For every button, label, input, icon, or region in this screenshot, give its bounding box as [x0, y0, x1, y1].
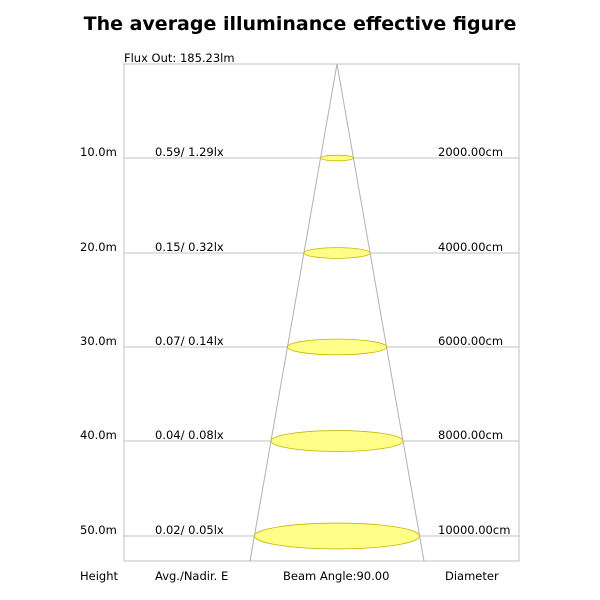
- row-diameter-value: 8000.00cm: [438, 428, 503, 442]
- diagram-frame: [123, 63, 520, 562]
- row-height-label: 30.0m: [80, 334, 117, 348]
- illuminance-ellipse: [303, 247, 371, 259]
- row-labels: 10.0m 0.59/ 1.29lx 2000.00cm 20.0m 0.15/ 0.3…: [80, 145, 510, 537]
- cone-right-edge: [336, 63, 425, 562]
- row-height-label: 10.0m: [80, 145, 117, 159]
- diameter-column-label: Diameter: [445, 569, 499, 583]
- illuminance-column-label: Avg./Nadir. E: [155, 569, 228, 583]
- flux-out-label: Flux Out: 185.23lm: [124, 51, 235, 65]
- row-diameter-value: 4000.00cm: [438, 240, 503, 254]
- row-diameter-value: 2000.00cm: [438, 145, 503, 159]
- row-diameter-value: 10000.00cm: [438, 523, 510, 537]
- beam-angle-label: Beam Angle:90.00: [283, 569, 389, 583]
- illuminance-ellipse: [320, 154, 354, 162]
- illuminance-ellipse: [270, 430, 404, 452]
- row-height-label: 20.0m: [80, 240, 117, 254]
- row-illuminance-value: 0.02/ 0.05lx: [155, 523, 224, 537]
- height-column-label: Height: [80, 569, 119, 583]
- cone-left-edge: [249, 63, 338, 562]
- row-illuminance-value: 0.07/ 0.14lx: [155, 334, 224, 348]
- row-height-label: 40.0m: [80, 428, 117, 442]
- row-illuminance-value: 0.15/ 0.32lx: [155, 240, 224, 254]
- row-diameter-value: 6000.00cm: [438, 334, 503, 348]
- row-height-label: 50.0m: [80, 523, 117, 537]
- row-illuminance-value: 0.04/ 0.08lx: [155, 428, 224, 442]
- illuminance-ellipse: [253, 522, 421, 550]
- beam-cone: [249, 63, 425, 562]
- illuminance-ellipse: [287, 338, 387, 356]
- figure-title: The average illuminance effective figure: [84, 13, 517, 35]
- illuminance-ellipses: [253, 154, 421, 550]
- row-illuminance-value: 0.59/ 1.29lx: [155, 145, 224, 159]
